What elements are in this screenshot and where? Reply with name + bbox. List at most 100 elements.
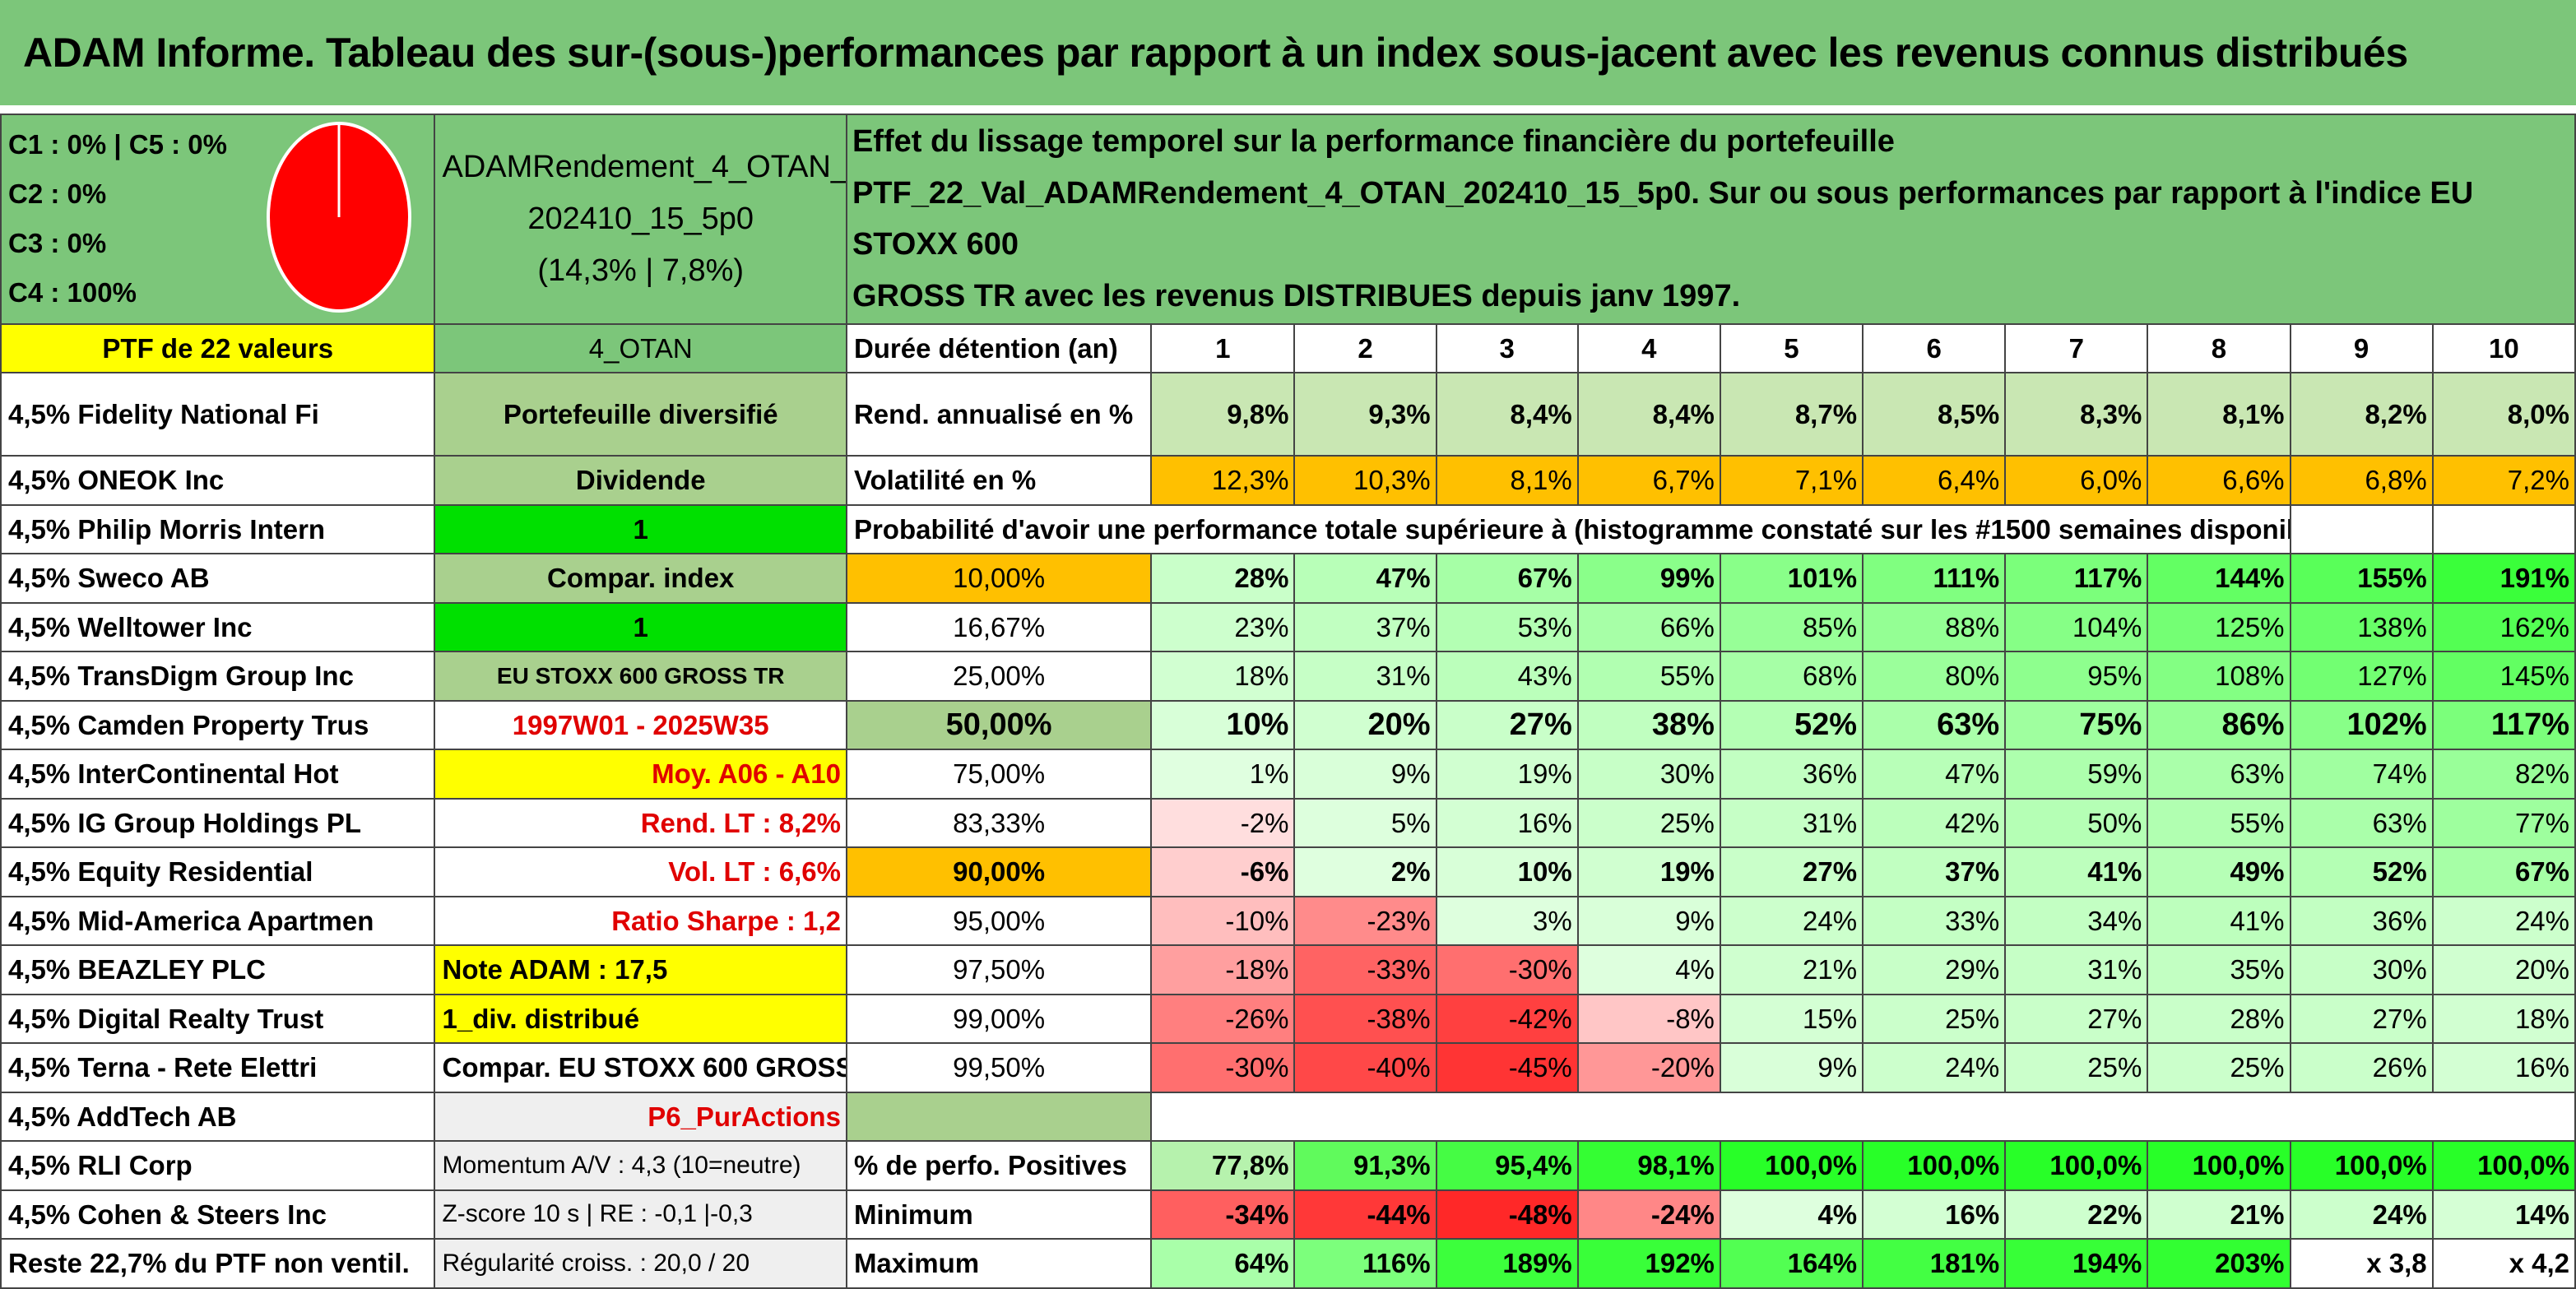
prob-cell: 37% [1862, 846, 2007, 897]
return-value: 8,3% [2004, 372, 2149, 457]
prob-cell: 63% [1862, 699, 2007, 751]
year-header: 8 [2147, 322, 2291, 374]
prob-cell: 9% [1576, 895, 1721, 947]
prob-cell: 145% [2431, 651, 2576, 702]
prob-cell: 104% [2004, 601, 2149, 653]
prob-cell: 35% [2147, 944, 2291, 995]
prob-cell: 47% [1293, 553, 1437, 604]
holding-row: 4,5% Equity Residential [0, 846, 436, 897]
prob-cell: -23% [1293, 895, 1437, 947]
year-header: 5 [1719, 322, 1864, 374]
prob-cell: -38% [1293, 993, 1437, 1045]
info-zscore: Z-score 10 s | RE : -0,1 |-0,3 [434, 1189, 847, 1240]
prob-cell: 19% [1576, 846, 1721, 897]
prob-cell: 16% [2431, 1042, 2576, 1093]
portfolio-stats: (14,3% | 7,8%) [537, 253, 745, 288]
prob-cell: 26% [2289, 1042, 2434, 1093]
portfolio-name: ADAMRendement_4_OTAN_ 202410_15_5p0 (14,… [434, 114, 847, 325]
prob-cell: 31% [1719, 797, 1864, 849]
prob-cell: 67% [1435, 553, 1579, 604]
year-header: 2 [1293, 322, 1437, 374]
duration-label: Durée détention (an) [845, 322, 1153, 374]
minimum-label: Minimum [845, 1189, 1153, 1240]
maximum-value: 164% [1719, 1238, 1864, 1289]
prob-cell: 27% [1435, 699, 1579, 751]
allocation-c2: C2 : 0% [8, 179, 107, 209]
prob-cell: 55% [2147, 797, 2291, 849]
prob-cell: 82% [2431, 749, 2576, 800]
prob-level: 97,50% [845, 944, 1153, 995]
prob-cell: -10% [1150, 895, 1296, 947]
minimum-value: 21% [2147, 1189, 2291, 1240]
prob-cell: 77% [2431, 797, 2576, 849]
prob-cell: 10% [1150, 699, 1296, 751]
maximum-value: 192% [1576, 1238, 1721, 1289]
prob-level: 99,00% [845, 993, 1153, 1045]
prob-cell: 18% [1150, 651, 1296, 702]
volatility-value: 6,6% [2147, 455, 2291, 506]
prob-cell: 138% [2289, 601, 2434, 653]
prob-cell: 111% [1862, 553, 2007, 604]
prob-cell: 191% [2431, 553, 2576, 604]
info-flag[interactable]: 1 [434, 601, 847, 653]
prob-cell: 117% [2431, 699, 2576, 751]
returns-label: Rend. annualisé en % [845, 372, 1153, 457]
prob-cell: -8% [1576, 993, 1721, 1045]
volatility-value: 6,7% [1576, 455, 1721, 506]
year-header: 7 [2004, 322, 2149, 374]
prob-cell: 16% [1435, 797, 1579, 849]
prob-cell: 59% [2004, 749, 2149, 800]
prob-cell: -33% [1293, 944, 1437, 995]
info-flag[interactable]: 1 [434, 503, 847, 555]
prob-level: 50,00% [845, 699, 1153, 751]
prob-cell: 102% [2289, 699, 2434, 751]
return-value: 8,1% [2147, 372, 2291, 457]
positive-value: 100,0% [2004, 1140, 2149, 1191]
return-value: 9,8% [1150, 372, 1296, 457]
minimum-value: 14% [2431, 1189, 2576, 1240]
info-index-name: EU STOXX 600 GROSS TR [434, 651, 847, 702]
minimum-value: -24% [1576, 1189, 1721, 1240]
prob-cell: 144% [2147, 553, 2291, 604]
holding-row: 4,5% Camden Property Trus [0, 699, 436, 751]
prob-cell: 67% [2431, 846, 2576, 897]
info-dividend: Dividende [434, 455, 847, 506]
volatility-value: 6,0% [2004, 455, 2149, 506]
holding-row: 4,5% ONEOK Inc [0, 455, 436, 506]
prob-level: 99,50% [845, 1042, 1153, 1093]
prob-cell: 108% [2147, 651, 2291, 702]
holding-row: 4,5% AddTech AB [0, 1091, 436, 1143]
allocation-c1-c5: C1 : 0% | C5 : 0% [8, 129, 227, 160]
minimum-value: -48% [1435, 1189, 1579, 1240]
prob-cell: 24% [2431, 895, 2576, 947]
prob-cell: 29% [1862, 944, 2007, 995]
holding-row: 4,5% Welltower Inc [0, 601, 436, 653]
holding-row: 4,5% InterContinental Hot [0, 749, 436, 800]
description-line3: GROSS TR avec les revenus DISTRIBUES dep… [852, 279, 1741, 314]
prob-cell: -40% [1293, 1042, 1437, 1093]
maximum-label: Maximum [845, 1238, 1153, 1289]
report-title-bar: ADAM Informe. Tableau des sur-(sous-)per… [0, 0, 2576, 105]
prob-cell: 21% [1719, 944, 1864, 995]
empty-cell [2431, 503, 2576, 555]
performance-table: C1 : 0% | C5 : 0% C2 : 0% C3 : 0% C4 : 1… [0, 114, 2576, 1289]
maximum-value: x 3,8 [2289, 1238, 2434, 1289]
prob-cell: 36% [2289, 895, 2434, 947]
prob-cell: 88% [1862, 601, 2007, 653]
prob-cell: 37% [1293, 601, 1437, 653]
positive-value: 98,1% [1576, 1140, 1721, 1191]
positive-value: 95,4% [1435, 1140, 1579, 1191]
volatility-value: 6,8% [2289, 455, 2434, 506]
prob-cell: 27% [2289, 993, 2434, 1045]
minimum-value: -34% [1150, 1189, 1296, 1240]
prob-cell: 10% [1435, 846, 1579, 897]
maximum-value: 189% [1435, 1238, 1579, 1289]
volatility-value: 12,3% [1150, 455, 1296, 506]
prob-cell: 52% [2289, 846, 2434, 897]
prob-cell: 31% [2004, 944, 2149, 995]
prob-cell: 30% [1576, 749, 1721, 800]
maximum-value: 194% [2004, 1238, 2149, 1289]
positive-label: % de perfo. Positives [845, 1140, 1153, 1191]
holding-row: 4,5% BEAZLEY PLC [0, 944, 436, 995]
holding-row: 4,5% Cohen & Steers Inc [0, 1189, 436, 1240]
